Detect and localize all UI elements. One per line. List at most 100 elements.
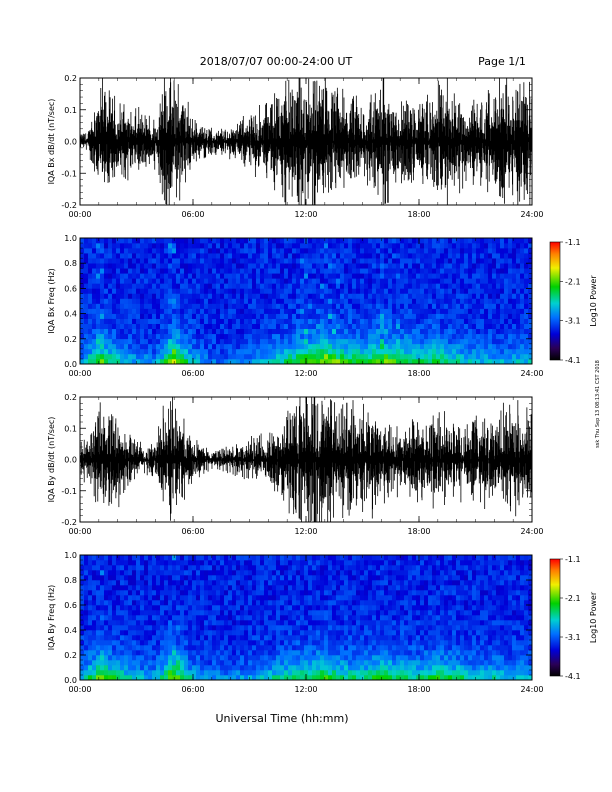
spectrogram-cell xyxy=(508,293,513,299)
spectrogram-cell xyxy=(432,288,437,294)
spectrogram-cell xyxy=(216,615,221,621)
spectrogram-cell xyxy=(340,323,345,330)
spectrogram-cell xyxy=(424,348,429,355)
spectrogram-cell xyxy=(168,313,173,319)
spectrogram-cell xyxy=(444,358,449,364)
spectrogram-cell xyxy=(124,313,129,319)
spectrogram-cell xyxy=(292,243,297,249)
spectrogram-cell xyxy=(80,258,85,264)
spectrogram-cell xyxy=(508,308,513,314)
spectrogram-cell xyxy=(396,303,401,309)
spectrogram-cell xyxy=(244,303,249,309)
spectrogram-cell xyxy=(524,338,529,345)
spectrogram-cell xyxy=(204,353,209,360)
spectrogram-cell xyxy=(340,630,345,636)
spectrogram-cell xyxy=(272,590,277,596)
spectrogram-cell xyxy=(512,293,517,299)
spectrogram-cell xyxy=(452,328,457,335)
spectrogram-cell xyxy=(244,600,249,606)
spectrogram-cell xyxy=(164,348,169,355)
spectrogram-cell xyxy=(296,615,301,621)
spectrogram-cell xyxy=(244,283,249,289)
spectrogram-cell xyxy=(116,248,121,254)
spectrogram-cell xyxy=(308,248,313,254)
spectrogram-cell xyxy=(168,590,173,596)
spectrogram-cell xyxy=(264,560,269,566)
spectrogram-cell xyxy=(160,358,165,364)
spectrogram-cell xyxy=(104,323,109,330)
spectrogram-cell xyxy=(108,278,113,284)
spectrogram-cell xyxy=(464,298,469,304)
spectrogram-cell xyxy=(100,645,105,651)
spectrogram-cell xyxy=(336,570,341,576)
spectrogram-cell xyxy=(296,620,301,626)
spectrogram-cell xyxy=(148,590,153,596)
spectrogram-cell xyxy=(88,353,93,360)
spectrogram-cell xyxy=(84,675,89,680)
spectrogram-cell xyxy=(196,278,201,284)
spectrogram-cell xyxy=(192,650,197,656)
spectrogram-cell xyxy=(140,640,145,646)
spectrogram-cell xyxy=(288,308,293,314)
spectrogram-cell xyxy=(500,238,505,244)
spectrogram-cell xyxy=(208,333,213,340)
spectrogram-cell xyxy=(416,273,421,279)
spectrogram-cell xyxy=(228,283,233,289)
spectrogram-cell xyxy=(164,353,169,360)
spectrogram-cell xyxy=(164,615,169,621)
spectrogram-cell xyxy=(212,585,217,591)
spectrogram-cell xyxy=(128,630,133,636)
spectrogram-cell xyxy=(524,313,529,319)
spectrogram-cell xyxy=(252,353,257,360)
spectrogram-cell xyxy=(140,600,145,606)
spectrogram-cell xyxy=(152,348,157,355)
spectrogram-cell xyxy=(284,333,289,340)
spectrogram-cell xyxy=(164,665,169,671)
spectrogram-cell xyxy=(112,283,117,289)
spectrogram-cell xyxy=(228,288,233,294)
spectrogram-cell xyxy=(416,248,421,254)
spectrogram-cell xyxy=(240,660,245,666)
spectrogram-cell xyxy=(340,283,345,289)
spectrogram-cell xyxy=(364,313,369,319)
spectrogram-cell xyxy=(492,298,497,304)
spectrogram-cell xyxy=(288,293,293,299)
spectrogram-cell xyxy=(320,348,325,355)
spectrogram-cell xyxy=(304,640,309,646)
spectrogram-cell xyxy=(340,263,345,269)
spectrogram-cell xyxy=(260,333,265,340)
spectrogram-cell xyxy=(340,580,345,586)
spectrogram-cell xyxy=(200,268,205,274)
y-tick-label: 0.0 xyxy=(64,456,77,465)
spectrogram-cell xyxy=(520,318,525,324)
spectrogram-cell xyxy=(312,595,317,601)
spectrogram-cell xyxy=(128,238,133,244)
spectrogram-cell xyxy=(252,615,257,621)
spectrogram-cell xyxy=(208,595,213,601)
spectrogram-cell xyxy=(264,635,269,641)
spectrogram-cell xyxy=(344,645,349,651)
spectrogram-cell xyxy=(460,253,465,259)
spectrogram-cell xyxy=(120,323,125,330)
spectrogram-cell xyxy=(204,620,209,626)
spectrogram-cell xyxy=(80,585,85,591)
spectrogram-cell xyxy=(188,333,193,340)
spectrogram-cell xyxy=(224,660,229,666)
spectrogram-cell xyxy=(120,630,125,636)
spectrogram-cell xyxy=(308,333,313,340)
spectrogram-cell xyxy=(256,353,261,360)
spectrogram-cell xyxy=(196,640,201,646)
spectrogram-cell xyxy=(284,595,289,601)
spectrogram-cell xyxy=(484,263,489,269)
spectrogram-cell xyxy=(120,263,125,269)
spectrogram-cell xyxy=(304,565,309,571)
spectrogram-cell xyxy=(148,328,153,335)
spectrogram-cell xyxy=(324,343,329,350)
spectrogram-cell xyxy=(268,283,273,289)
spectrogram-cell xyxy=(352,645,357,651)
spectrogram-cell xyxy=(528,278,532,284)
spectrogram-cell xyxy=(200,253,205,259)
spectrogram-cell xyxy=(120,318,125,324)
spectrogram-cell xyxy=(328,650,333,656)
spectrogram-cell xyxy=(356,273,361,279)
